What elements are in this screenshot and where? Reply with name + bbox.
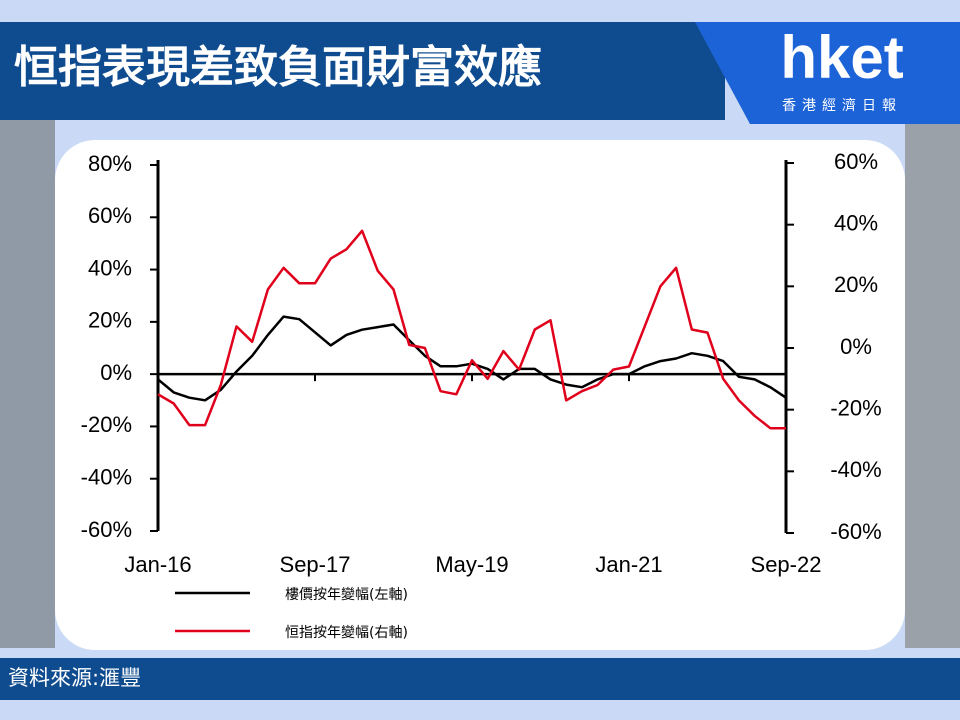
- series-line: [157, 315, 787, 402]
- y-tick-label: -20%: [81, 412, 132, 437]
- y-tick-label: 60%: [88, 203, 132, 228]
- series-line: [157, 229, 786, 430]
- logo: hket: [780, 24, 903, 91]
- x-tick-label: May-19: [435, 552, 508, 577]
- title-bar: [0, 22, 725, 120]
- y-tick-label: 80%: [88, 151, 132, 176]
- y2-tick-label: -40%: [830, 457, 881, 482]
- source: 資料來源:滙豐: [8, 666, 141, 690]
- y2-tick-label: 20%: [834, 272, 878, 297]
- y-tick-label: -60%: [81, 517, 132, 542]
- legend-label: 樓價按年變幅(左軸): [285, 586, 408, 603]
- x-tick-label: Sep-17: [280, 552, 351, 577]
- y2-tick-label: 0%: [840, 334, 872, 359]
- y-tick-label: -40%: [81, 465, 132, 490]
- y-tick-label: 40%: [88, 255, 132, 280]
- photo-left: [0, 118, 55, 648]
- x-tick-label: Jan-21: [595, 552, 662, 577]
- logo-box: [695, 22, 960, 124]
- photo-right: [905, 118, 960, 648]
- footer-bar: [0, 658, 960, 700]
- logo-sub: 香港經濟日報: [782, 98, 902, 114]
- legend-label: 恒指按年變幅(右軸): [285, 625, 408, 641]
- y-tick-label: 20%: [88, 308, 132, 333]
- y2-tick-label: 60%: [834, 149, 878, 174]
- chart-panel: [55, 140, 905, 650]
- x-tick-label: Jan-16: [124, 552, 191, 577]
- y2-tick-label: -60%: [830, 519, 881, 544]
- y2-tick-label: 40%: [834, 210, 878, 235]
- x-tick-label: Sep-22: [751, 552, 822, 577]
- title: 恒指表現差致負面財富效應: [14, 42, 542, 93]
- y2-tick-label: -20%: [830, 395, 881, 420]
- y-tick-label: 0%: [100, 360, 132, 385]
